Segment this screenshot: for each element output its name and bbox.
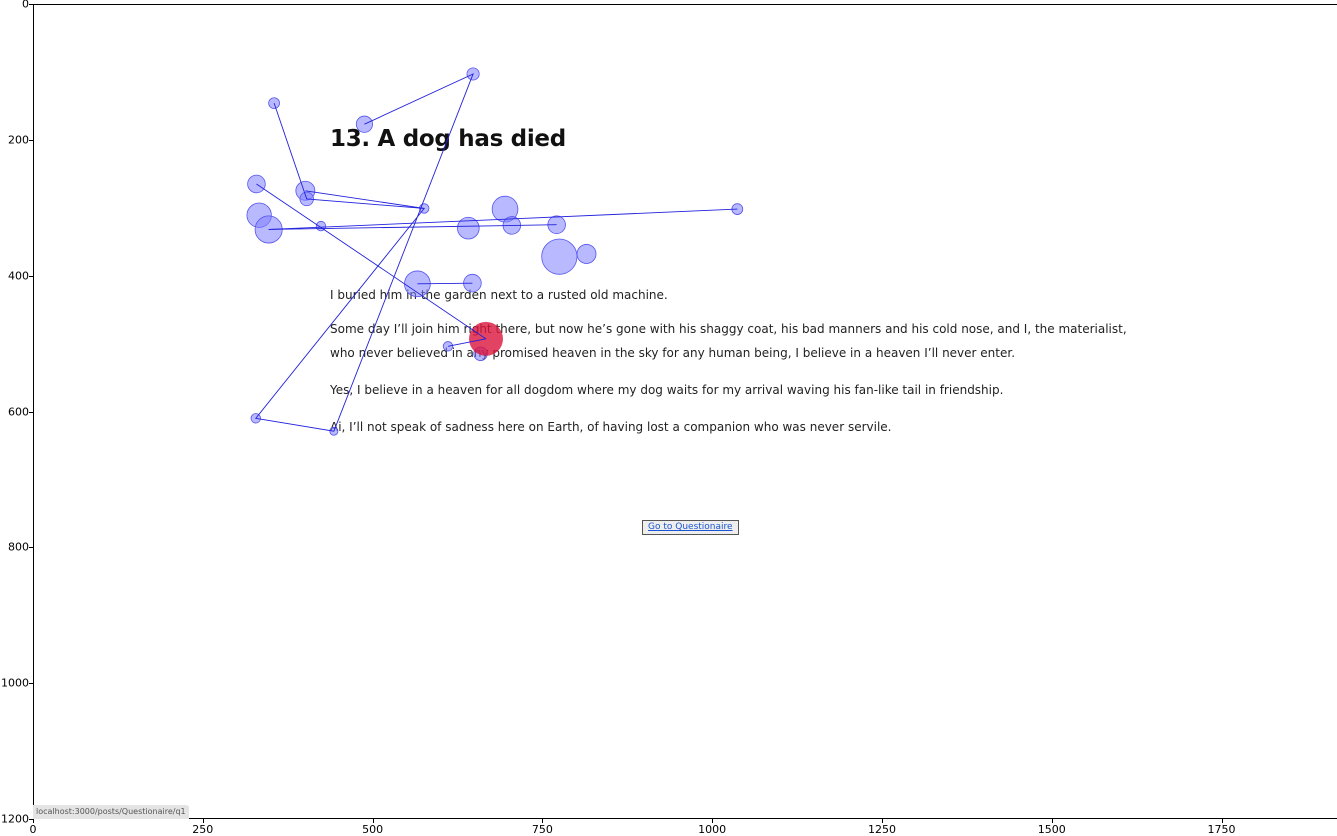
x-tick-mark xyxy=(1051,819,1053,823)
x-tick-label-1750: 1750 xyxy=(1207,823,1236,836)
page-title: 13. A dog has died xyxy=(330,126,566,152)
x-tick-label-1250: 1250 xyxy=(867,823,896,836)
x-tick-label-1500: 1500 xyxy=(1037,823,1066,836)
x-tick-label-0: 0 xyxy=(29,823,37,836)
x-tick-label-1000: 1000 xyxy=(698,823,727,836)
status-bar-url: localhost:3000/posts/Questionaire/q1 xyxy=(33,805,189,819)
y-tick-label-0: 0 xyxy=(22,0,29,11)
y-tick-label-400: 400 xyxy=(8,269,29,283)
x-tick-mark xyxy=(881,819,883,823)
paragraph-2: Some day I’ll join him right there, but … xyxy=(330,322,1127,336)
plot-frame xyxy=(33,4,1337,819)
y-tick-mark xyxy=(29,139,33,141)
y-tick-mark xyxy=(29,4,33,5)
x-tick-mark xyxy=(1221,819,1223,823)
x-tick-label-750: 750 xyxy=(531,823,553,836)
y-tick-mark xyxy=(29,547,33,549)
y-tick-mark xyxy=(29,819,33,820)
y-tick-mark xyxy=(29,275,33,277)
x-tick-label-500: 500 xyxy=(362,823,384,836)
page-area: 13. A dog has died I buried him in the g… xyxy=(33,4,1337,819)
x-tick-mark xyxy=(542,819,544,823)
y-tick-mark xyxy=(29,411,33,413)
x-tick-mark xyxy=(33,819,34,823)
y-tick-label-1200: 1200 xyxy=(1,812,29,826)
x-tick-mark xyxy=(372,819,374,823)
y-tick-label-600: 600 xyxy=(8,405,29,418)
y-tick-label-1000: 1000 xyxy=(1,676,29,690)
paragraph-2-continued: who never believed in any promised heave… xyxy=(330,346,1016,360)
x-tick-mark xyxy=(202,819,204,823)
paragraph-4: Ai, I’ll not speak of sadness here on Ea… xyxy=(330,420,892,434)
paragraph-3: Yes, I believe in a heaven for all dogdo… xyxy=(330,383,1004,397)
go-to-questionaire-button[interactable]: Go to Questionaire xyxy=(642,520,739,535)
x-tick-label-250: 250 xyxy=(192,823,214,836)
y-tick-label-200: 200 xyxy=(8,133,29,147)
x-tick-mark xyxy=(712,819,714,823)
y-tick-mark xyxy=(29,683,33,685)
paragraph-1: I buried him in the garden next to a rus… xyxy=(330,288,668,302)
y-tick-label-800: 800 xyxy=(8,540,29,554)
